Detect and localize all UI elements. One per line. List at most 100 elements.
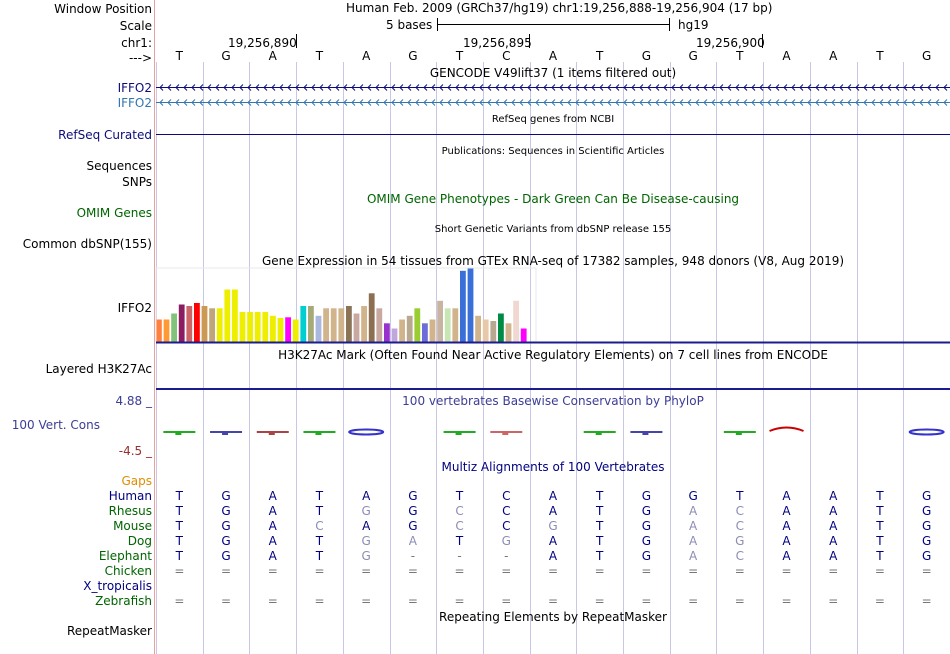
species-label-x_tropicalis[interactable]: X_tropicalis bbox=[83, 579, 152, 593]
gtex-bar bbox=[460, 270, 466, 343]
scale-db: hg19 bbox=[678, 18, 709, 32]
gtex-label[interactable]: IFFO2 bbox=[117, 301, 152, 315]
species-label-dog[interactable]: Dog bbox=[127, 534, 152, 548]
dbsnp-track-title[interactable]: Short Genetic Variants from dbSNP releas… bbox=[434, 224, 672, 235]
alignment-base: = bbox=[501, 564, 512, 578]
species-label-chicken[interactable]: Chicken bbox=[104, 564, 152, 578]
omim-track-title[interactable]: OMIM Gene Phenotypes - Dark Green Can Be… bbox=[366, 192, 740, 206]
gencode-track-title[interactable]: GENCODE V49lift37 (1 items filtered out) bbox=[429, 66, 677, 80]
phylop-mark bbox=[268, 431, 275, 435]
multiz-track-title[interactable]: Multiz Alignments of 100 Vertebrates bbox=[441, 460, 665, 474]
gencode-item-label-1[interactable]: IFFO2 bbox=[117, 81, 152, 95]
alignment-base: G bbox=[641, 519, 652, 533]
alignment-base: - bbox=[410, 549, 416, 563]
repeat-track-title[interactable]: Repeating Elements by RepeatMasker bbox=[439, 610, 667, 624]
species-label-mouse[interactable]: Mouse bbox=[113, 519, 152, 533]
alignment-base: T bbox=[596, 534, 604, 548]
alignment-base: = bbox=[454, 594, 465, 608]
alignment-base: A bbox=[689, 519, 698, 533]
refseq-label[interactable]: RefSeq Curated bbox=[58, 128, 152, 142]
alignment-base: G bbox=[921, 549, 932, 563]
alignment-base: T bbox=[175, 489, 184, 503]
alignment-base: = bbox=[454, 564, 465, 578]
reference-base: A bbox=[268, 49, 277, 63]
phylop-mark bbox=[348, 428, 385, 436]
phylop-max-label: 4.88 _ bbox=[115, 394, 152, 408]
h3k27ac-label[interactable]: Layered H3K27Ac bbox=[45, 362, 152, 376]
alignment-base: = bbox=[828, 564, 839, 578]
species-label-rhesus[interactable]: Rhesus bbox=[108, 504, 152, 518]
gtex-bar bbox=[315, 315, 322, 343]
alignment-base: = bbox=[314, 594, 325, 608]
alignment-base: A bbox=[829, 519, 838, 533]
gtex-bar bbox=[505, 323, 512, 343]
gtex-bar bbox=[323, 308, 329, 343]
gtex-bar bbox=[498, 313, 504, 342]
species-label-elephant[interactable]: Elephant bbox=[98, 549, 152, 563]
alignment-base: = bbox=[874, 594, 885, 608]
alignment-base: T bbox=[596, 519, 604, 533]
gtex-bar bbox=[194, 303, 200, 342]
dbsnp-label[interactable]: Common dbSNP(155) bbox=[22, 237, 152, 251]
alignment-base: G bbox=[221, 534, 231, 548]
refseq-track-title[interactable]: RefSeq genes from NCBI bbox=[491, 114, 615, 125]
gtex-bar bbox=[186, 306, 193, 342]
reference-base: C bbox=[502, 49, 511, 63]
alignment-base: T bbox=[876, 504, 884, 518]
alignment-base: = bbox=[547, 564, 559, 578]
alignment-base: G bbox=[641, 504, 652, 518]
phylop-track-title[interactable]: 100 vertebrates Basewise Conservation by… bbox=[402, 394, 704, 408]
chrom-label: chr1: bbox=[121, 36, 152, 50]
gtex-bar bbox=[262, 312, 269, 342]
alignment-base: = bbox=[781, 594, 792, 608]
alignment-base: T bbox=[175, 534, 184, 548]
position-tick-3: 19,256,900 bbox=[696, 36, 765, 50]
alignment-base: = bbox=[407, 564, 418, 578]
alignment-base: G bbox=[921, 489, 932, 503]
reference-base: G bbox=[641, 49, 652, 63]
gencode-item-label-2[interactable]: IFFO2 bbox=[117, 96, 152, 110]
alignment-base: G bbox=[641, 549, 652, 563]
alignment-base: T bbox=[315, 549, 324, 563]
pubs-track-title[interactable]: Publications: Sequences in Scientific Ar… bbox=[441, 146, 665, 157]
reference-base: A bbox=[548, 49, 558, 63]
phylop-mark bbox=[175, 431, 182, 435]
species-label-human[interactable]: Human bbox=[108, 489, 152, 503]
gtex-bar bbox=[406, 315, 413, 343]
reference-base: G bbox=[921, 49, 932, 63]
repeat-label[interactable]: RepeatMasker bbox=[66, 624, 152, 638]
reference-base: G bbox=[408, 49, 418, 63]
gtex-bar bbox=[277, 318, 284, 342]
alignment-base: T bbox=[175, 504, 184, 518]
phylop-mark bbox=[769, 426, 804, 432]
window-position-value[interactable]: Human Feb. 2009 (GRCh37/hg19) chr1:19,25… bbox=[346, 1, 773, 15]
alignment-base: T bbox=[596, 489, 604, 503]
alignment-base: = bbox=[734, 594, 745, 608]
alignment-base: = bbox=[267, 564, 278, 578]
alignment-base: T bbox=[315, 504, 324, 518]
alignment-base: = bbox=[874, 564, 885, 578]
snps-label[interactable]: SNPs bbox=[122, 175, 152, 189]
h3k27ac-track-title[interactable]: H3K27Ac Mark (Often Found Near Active Re… bbox=[278, 348, 828, 362]
gtex-bar bbox=[270, 315, 276, 343]
sequences-label[interactable]: Sequences bbox=[86, 159, 152, 173]
alignment-base: = bbox=[361, 564, 372, 578]
alignment-base: A bbox=[829, 504, 838, 518]
alignment-base: G bbox=[408, 489, 418, 503]
phylop-mark bbox=[735, 431, 742, 435]
alignment-base: T bbox=[175, 519, 184, 533]
species-label-zebrafish[interactable]: Zebrafish bbox=[95, 594, 152, 608]
gaps-label[interactable]: Gaps bbox=[121, 474, 152, 488]
gtex-bar bbox=[247, 312, 253, 342]
alignment-base: C bbox=[735, 549, 744, 563]
gtex-track-title[interactable]: Gene Expression in 54 tissues from GTEx … bbox=[261, 254, 845, 268]
gtex-bar bbox=[422, 323, 428, 343]
omim-label[interactable]: OMIM Genes bbox=[76, 206, 152, 220]
phylop-label[interactable]: 100 Vert. Cons bbox=[11, 418, 100, 432]
gtex-bar bbox=[232, 289, 238, 342]
alignment-base: G bbox=[408, 504, 418, 518]
gtex-bar bbox=[368, 293, 375, 343]
alignment-base: G bbox=[501, 534, 511, 548]
scale-bar bbox=[437, 18, 670, 31]
